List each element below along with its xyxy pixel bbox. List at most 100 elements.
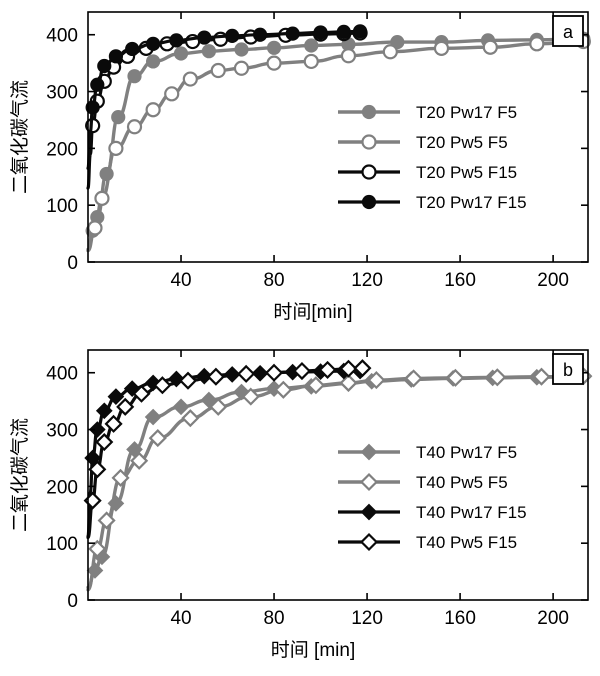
marker-diamond-open [367, 371, 386, 390]
marker-circle-open [108, 140, 124, 156]
legend-b: T40 Pw17 F5 T40 Pw5 F5 T40 Pw17 F15 T40 Pw5… [338, 443, 527, 552]
marker-circle-filled [108, 49, 124, 64]
marker-circle-filled [201, 44, 217, 59]
marker-diamond-open [264, 363, 284, 382]
marker-circle-filled [252, 27, 268, 42]
marker-circle-filled [304, 38, 319, 53]
y-tick-label: 100 [46, 534, 78, 555]
plot-frame [87, 11, 589, 263]
y-axis-title: 二氧化碳气流 [9, 418, 31, 532]
chart-panel-a: 40 80 120 160 200 0 100 200 300 400 时间[min] 二氧化碳气流 a… [9, 11, 591, 323]
x-axis-title: 时间 [min] [271, 639, 355, 661]
x-tick-label: 40 [170, 608, 191, 629]
x-tick-label: 120 [351, 270, 383, 291]
marker-circle-open [94, 190, 110, 206]
marker-circle-filled [336, 24, 351, 39]
legend-label: T20 Pw5 F15 [416, 163, 517, 182]
legend-item[interactable]: T20 Pw17 F5 [338, 103, 517, 122]
y-tick-label: 200 [46, 139, 78, 160]
series-line [86, 29, 362, 170]
marker-diamond-filled [88, 421, 106, 438]
marker-circle-filled [90, 77, 105, 92]
panel-label-box [552, 353, 584, 385]
marker-diamond-open [241, 387, 260, 406]
y-tick-label: 300 [46, 83, 78, 104]
legend-label: T40 Pw5 F5 [416, 473, 508, 492]
series-4 [85, 24, 368, 170]
marker-diamond-open [206, 367, 225, 386]
marker-circle-filled [127, 69, 142, 84]
legend-item[interactable]: T40 Pw17 F15 [338, 503, 527, 522]
legend-item[interactable]: T40 Pw17 F5 [338, 443, 517, 462]
marker-diamond-open [130, 451, 149, 470]
marker-circle-filled [361, 194, 377, 210]
marker-circle-filled [234, 42, 249, 57]
legend-item[interactable]: T20 Pw5 F5 [338, 133, 508, 152]
y-tick-label: 400 [46, 26, 78, 47]
legend-label: T20 Pw5 F5 [416, 133, 508, 152]
legend-item[interactable]: T40 Pw5 F15 [338, 532, 517, 552]
chart-panel-b: 40 80 120 160 200 0 100 200 300 400 时间 [min] 二氧化碳气流… [0, 338, 600, 676]
y-tick-label: 0 [67, 253, 78, 274]
legend-label: T40 Pw5 F15 [416, 533, 517, 552]
marker-circle-open [361, 164, 377, 180]
panel-label-text: a [563, 22, 574, 42]
panel-label-a: a [552, 15, 584, 47]
marker-diamond-filled [86, 562, 104, 579]
x-tick-label: 160 [444, 270, 476, 291]
chart-svg-b: 40 80 120 160 200 0 100 200 300 400 时间 [min] 二氧化碳气流… [9, 349, 593, 661]
marker-circle-filled [266, 40, 282, 55]
marker-diamond-open [88, 539, 107, 558]
x-tick-label: 40 [170, 270, 191, 291]
x-tick-label: 160 [444, 608, 476, 629]
marker-diamond-open [318, 360, 337, 379]
marker-diamond-open [292, 361, 312, 381]
marker-diamond-open [237, 364, 256, 383]
marker-diamond-open [359, 472, 379, 492]
marker-circle-filled [225, 28, 240, 43]
marker-diamond-open [446, 368, 465, 387]
marker-diamond-open [306, 376, 325, 395]
marker-diamond-filled [107, 388, 125, 405]
marker-circle-open [529, 36, 545, 52]
marker-circle-filled [352, 24, 368, 39]
marker-circle-filled [125, 41, 140, 57]
marker-circle-filled [361, 104, 377, 120]
marker-circle-filled [313, 25, 328, 40]
series-4 [83, 359, 372, 540]
marker-diamond-open [532, 367, 551, 386]
legend-label: T20 Pw17 F15 [416, 193, 527, 212]
marker-diamond-open [274, 380, 293, 399]
marker-circle-filled [85, 100, 100, 115]
x-tick-label: 80 [263, 270, 284, 291]
legend-a: T20 Pw17 F5 T20 Pw5 F5 T20 Pw5 F15 T20 Pw17… [338, 103, 527, 212]
marker-diamond-open [88, 460, 107, 479]
marker-circle-open [433, 40, 450, 56]
marker-diamond-open [132, 384, 151, 403]
marker-circle-filled [146, 36, 161, 51]
marker-diamond-open [339, 373, 358, 393]
marker-diamond-open [95, 432, 114, 452]
x-tick-label: 120 [351, 608, 383, 629]
marker-circle-open [164, 86, 180, 102]
marker-diamond-open [209, 397, 228, 416]
x-tick-label: 200 [537, 270, 569, 291]
axis-ticks [88, 12, 588, 263]
marker-diamond-open [148, 429, 167, 448]
legend-label: T40 Pw17 F5 [416, 443, 517, 462]
series-line [86, 366, 365, 540]
legend-item[interactable]: T40 Pw5 F5 [338, 472, 508, 492]
marker-circle-open [182, 71, 198, 87]
marker-diamond-open [178, 371, 198, 390]
marker-diamond-open [104, 414, 123, 433]
plot-frame [87, 349, 589, 601]
marker-circle-open [126, 119, 143, 135]
y-tick-label: 200 [46, 477, 78, 498]
plot-background [88, 350, 588, 600]
y-axis-title: 二氧化碳气流 [9, 80, 31, 194]
legend-item[interactable]: T20 Pw17 F15 [338, 193, 527, 212]
marker-diamond-filled [172, 398, 190, 416]
legend-item[interactable]: T20 Pw5 F15 [338, 163, 517, 182]
x-tick-label: 80 [263, 608, 284, 629]
